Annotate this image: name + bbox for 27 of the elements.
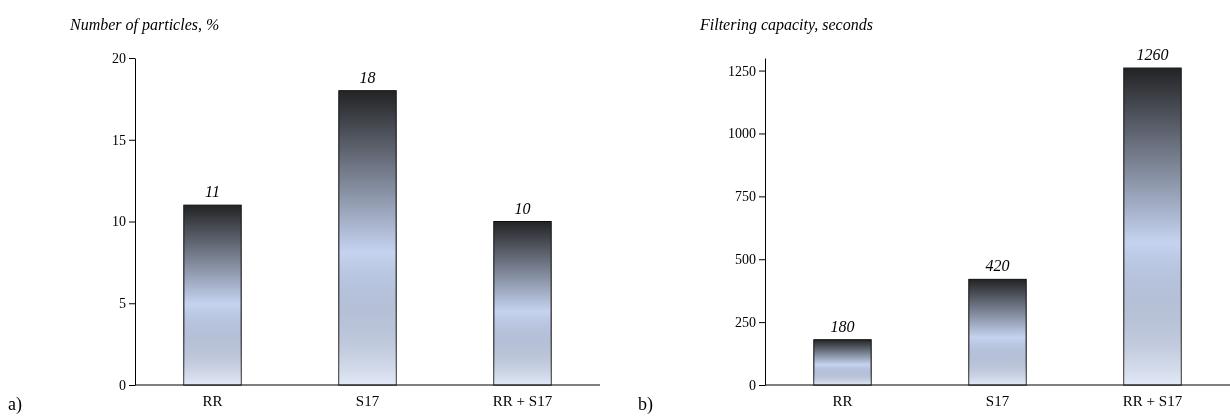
y-tick-label: 10 bbox=[112, 214, 126, 230]
y-tick-label: 500 bbox=[735, 252, 756, 268]
x-tick-label: S17 bbox=[985, 392, 1010, 409]
chart-title: Number of particles, % bbox=[69, 16, 220, 34]
y-tick-label: 20 bbox=[112, 50, 126, 66]
text: a) bbox=[8, 394, 22, 415]
x-tick-label: RR + S17 bbox=[1122, 392, 1183, 409]
x-tick-label: RR + S17 bbox=[492, 392, 553, 409]
y-tick-label: 1250 bbox=[728, 63, 756, 79]
chart-title: Filtering capacity, seconds bbox=[699, 16, 873, 34]
x-tick-label: RR bbox=[202, 392, 223, 409]
y-tick-label: 0 bbox=[749, 377, 756, 393]
y-tick-label: 1000 bbox=[728, 126, 756, 142]
y-tick-label: 750 bbox=[735, 189, 756, 205]
y-tick-label: 0 bbox=[119, 377, 126, 393]
x-tick-label: RR bbox=[832, 392, 853, 409]
data-label: 18 bbox=[359, 68, 376, 86]
text: b) bbox=[638, 394, 653, 415]
data-label: 10 bbox=[514, 199, 531, 217]
data-label: 180 bbox=[830, 317, 855, 335]
y-tick-label: 15 bbox=[112, 132, 126, 148]
data-label: 11 bbox=[205, 183, 220, 201]
data-label: 1260 bbox=[1136, 46, 1169, 64]
data-label: 420 bbox=[985, 257, 1010, 275]
y-tick-label: 250 bbox=[735, 315, 756, 331]
x-tick-label: S17 bbox=[355, 392, 380, 409]
y-tick-label: 5 bbox=[119, 296, 126, 312]
